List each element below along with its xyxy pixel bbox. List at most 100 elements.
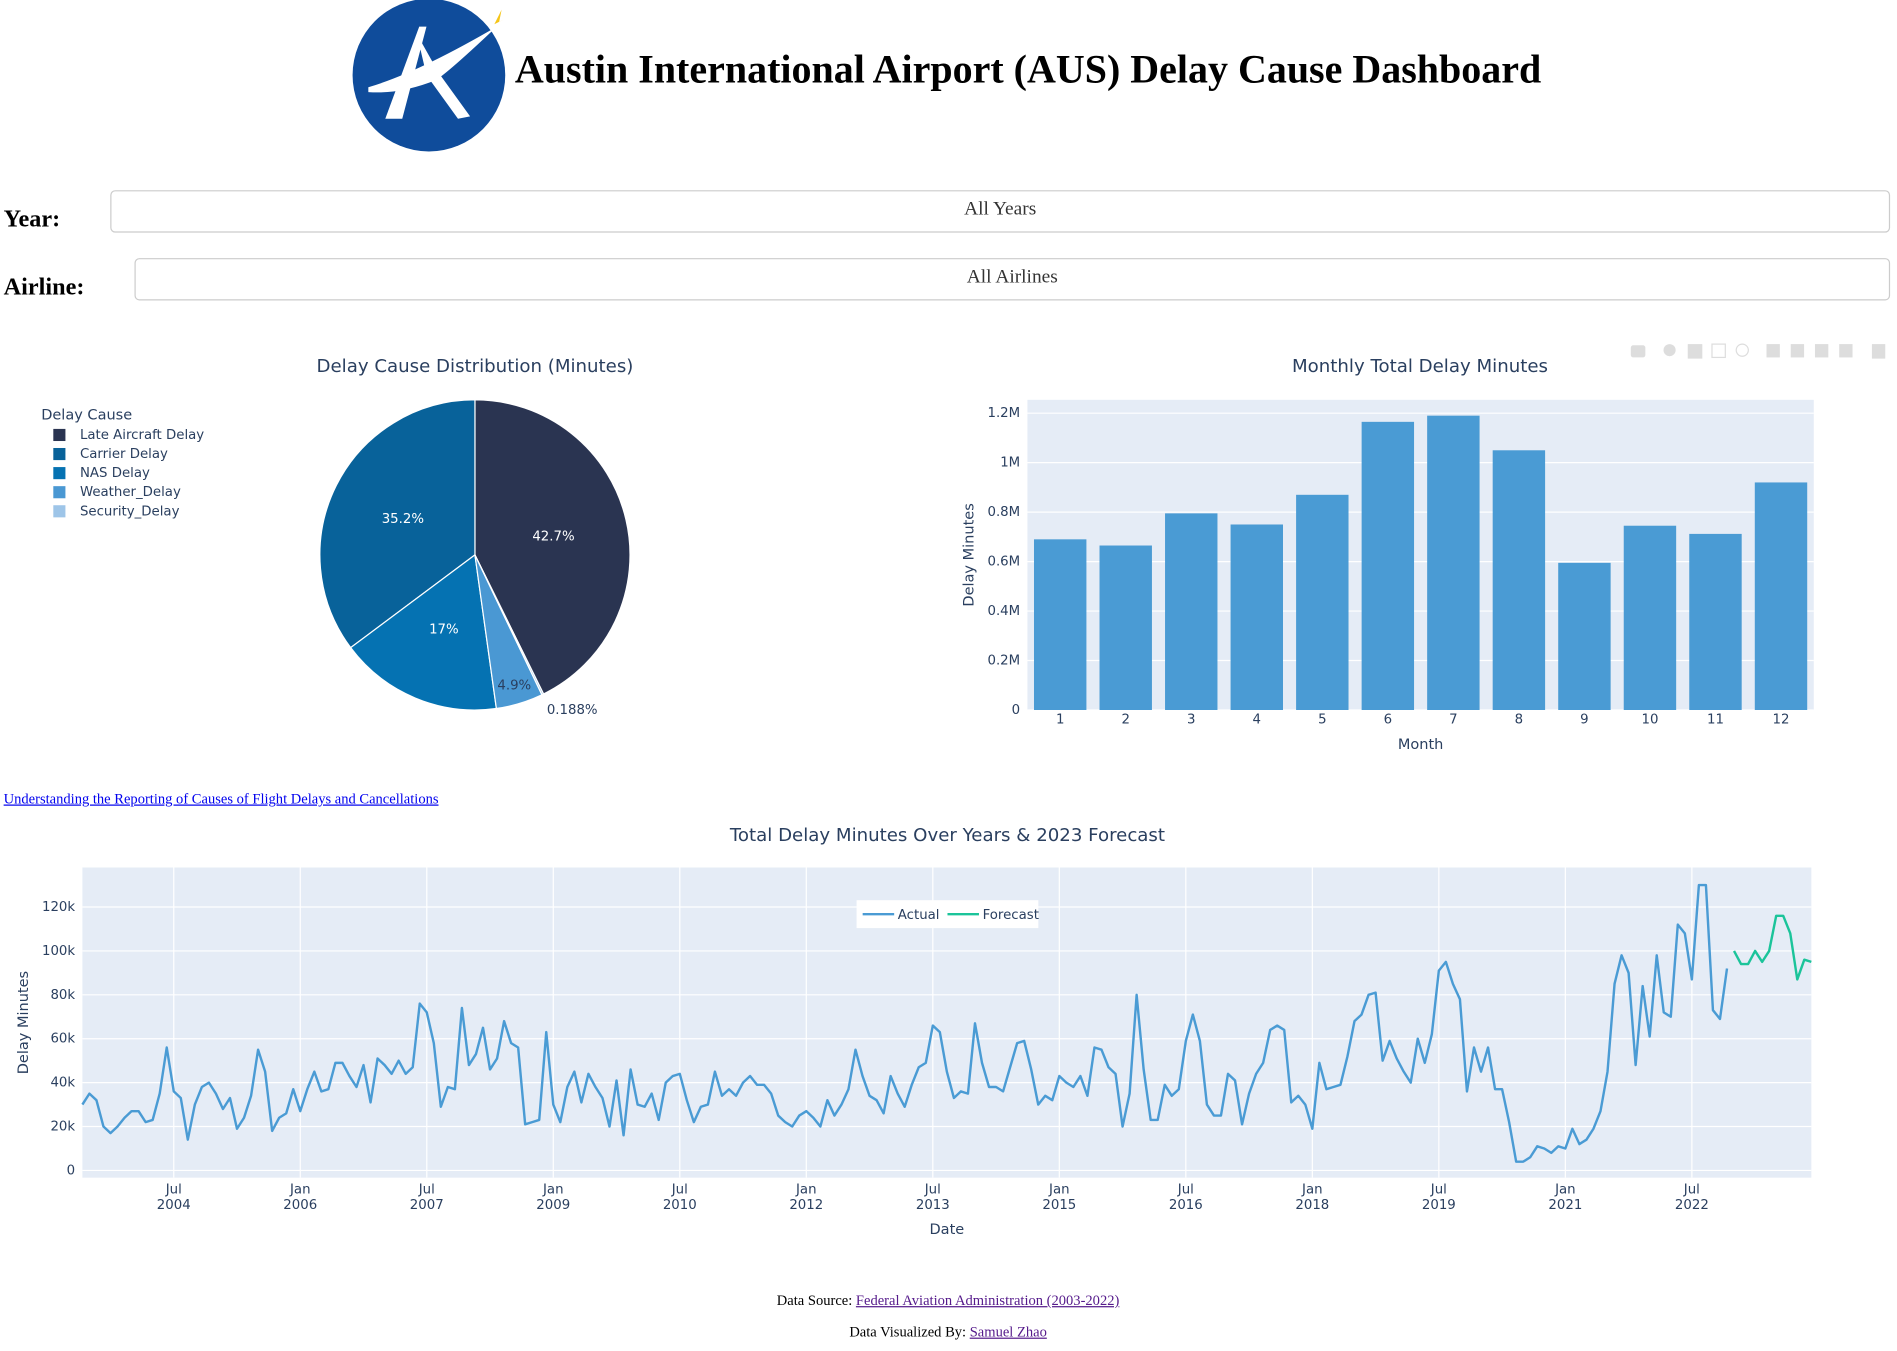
- modebar-autoscale[interactable]: [1814, 344, 1829, 358]
- chart-title: Monthly Total Delay Minutes: [1292, 356, 1548, 377]
- x-tick-label: Jul 2022: [1674, 1181, 1709, 1213]
- modebar-zoom-out[interactable]: [1790, 344, 1805, 358]
- bar: [1427, 415, 1480, 710]
- year-dropdown[interactable]: All Years: [110, 190, 1891, 233]
- airline-dropdown[interactable]: All Airlines: [134, 258, 1891, 301]
- legend-label: Forecast: [983, 908, 1039, 923]
- y-tick-label: 1M: [1000, 456, 1020, 471]
- legend: Actual Forecast: [856, 900, 1039, 929]
- pie-label: 0.188%: [547, 703, 598, 718]
- credit-link[interactable]: Samuel Zhao: [969, 1323, 1047, 1341]
- x-tick-label: 4: [1253, 713, 1261, 728]
- pie-slice: [349, 553, 498, 711]
- filter-label: Year:: [3, 205, 61, 233]
- filter-label: Airline:: [3, 273, 85, 301]
- x-tick-label: Jul 2010: [662, 1181, 697, 1213]
- logo-stroke: [385, 26, 427, 119]
- y-tick-label: 20k: [50, 1120, 75, 1135]
- x-tick-label: Jan 2012: [789, 1181, 824, 1213]
- logo-swoosh: [368, 26, 497, 93]
- dropdown-value[interactable]: All Years: [964, 198, 1037, 220]
- x-tick-label: 11: [1707, 713, 1724, 728]
- legend-swatch: [53, 447, 66, 461]
- modebar-lasso[interactable]: [1735, 343, 1749, 357]
- bar: [1623, 525, 1677, 710]
- y-axis-title: Delay Minutes: [961, 503, 977, 606]
- x-tick-label: Jul 2019: [1421, 1181, 1456, 1213]
- legend-swatch: [53, 486, 66, 499]
- x-tick-label: 2: [1121, 713, 1129, 728]
- y-tick-label: 100k: [42, 944, 75, 959]
- dropdown-value[interactable]: All Airlines: [966, 266, 1058, 288]
- pie-slice: [474, 554, 545, 696]
- legend-title: Delay Cause: [41, 408, 132, 424]
- bar: [1754, 482, 1808, 710]
- source-link[interactable]: Federal Aviation Administration (2003-20…: [855, 1291, 1120, 1309]
- modebar-select[interactable]: [1711, 343, 1726, 359]
- y-tick-label: 0: [1012, 703, 1020, 718]
- modebar-pan[interactable]: [1687, 344, 1703, 359]
- y-tick-label: 40k: [50, 1076, 75, 1091]
- legend-label: Weather_Delay: [80, 485, 181, 500]
- x-tick-label: Jan 2021: [1548, 1181, 1583, 1213]
- pie-label: 4.9%: [497, 679, 531, 694]
- legend-swatch: [53, 428, 66, 442]
- bar: [1033, 539, 1087, 710]
- y-tick-label: 1.2M: [987, 406, 1020, 421]
- y-tick-label: 0.4M: [987, 604, 1020, 619]
- y-tick-label: 120k: [42, 900, 75, 915]
- legend-swatch: [53, 467, 66, 480]
- logo: [352, 0, 506, 152]
- chart-title: Total Delay Minutes Over Years & 2023 Fo…: [729, 825, 1165, 846]
- logo-spark: [494, 9, 505, 25]
- reference-link[interactable]: Understanding the Reporting of Causes of…: [3, 789, 439, 807]
- modebar[interactable]: [1630, 343, 1886, 359]
- footer-source: Data Source: Federal Aviation Administra…: [0, 1292, 1896, 1310]
- legend-label: Late Aircraft Delay: [80, 428, 204, 443]
- bar: [1361, 421, 1415, 710]
- modebar-reset[interactable]: [1839, 344, 1853, 358]
- x-tick-label: Jan 2006: [283, 1181, 318, 1213]
- legend-swatch: [53, 505, 66, 518]
- pie-label: 17%: [429, 622, 459, 637]
- data-line: [81, 883, 1729, 1163]
- footer-label: Data Visualized By:: [849, 1323, 967, 1341]
- modebar-zoom-in[interactable]: [1766, 344, 1780, 358]
- x-axis-title: Date: [930, 1222, 965, 1238]
- plot-background: [1027, 399, 1814, 710]
- modebar-zoom[interactable]: [1663, 344, 1676, 357]
- y-axis-title: Delay Minutes: [16, 971, 32, 1074]
- y-tick-label: 0.2M: [987, 654, 1020, 669]
- x-tick-label: 12: [1773, 713, 1790, 728]
- legend-label: Security_Delay: [80, 504, 180, 519]
- footer-label: Data Source:: [776, 1291, 853, 1309]
- bar: [1165, 513, 1218, 710]
- x-tick-label: 8: [1515, 713, 1523, 728]
- pie-slice: [319, 399, 476, 649]
- bar: [1689, 533, 1742, 710]
- footer-credit: Data Visualized By: Samuel Zhao: [0, 1323, 1896, 1341]
- pie-slice: [474, 399, 631, 695]
- x-tick-label: Jan 2018: [1295, 1181, 1330, 1213]
- y-tick-label: 60k: [50, 1032, 75, 1047]
- x-tick-label: 3: [1187, 713, 1195, 728]
- x-tick-label: 1: [1056, 713, 1064, 728]
- x-tick-label: Jul 2007: [409, 1181, 444, 1213]
- x-tick-label: 5: [1318, 713, 1326, 728]
- x-tick-label: 7: [1449, 713, 1457, 728]
- modebar-logo[interactable]: [1871, 344, 1886, 359]
- bar: [1492, 450, 1546, 710]
- y-tick-label: 80k: [50, 988, 75, 1003]
- x-tick-label: 10: [1641, 713, 1658, 728]
- chart-title: Delay Cause Distribution (Minutes): [317, 356, 634, 377]
- modebar-camera[interactable]: [1630, 345, 1646, 358]
- data-line: [1732, 914, 1812, 981]
- y-tick-label: 0: [67, 1163, 75, 1178]
- bar: [1230, 524, 1283, 710]
- pie-label: 35.2%: [382, 512, 424, 527]
- x-tick-label: Jan 2015: [1042, 1181, 1077, 1213]
- y-tick-label: 0.6M: [987, 555, 1020, 570]
- legend-label: Carrier Delay: [80, 447, 168, 462]
- legend-label: NAS Delay: [80, 466, 150, 481]
